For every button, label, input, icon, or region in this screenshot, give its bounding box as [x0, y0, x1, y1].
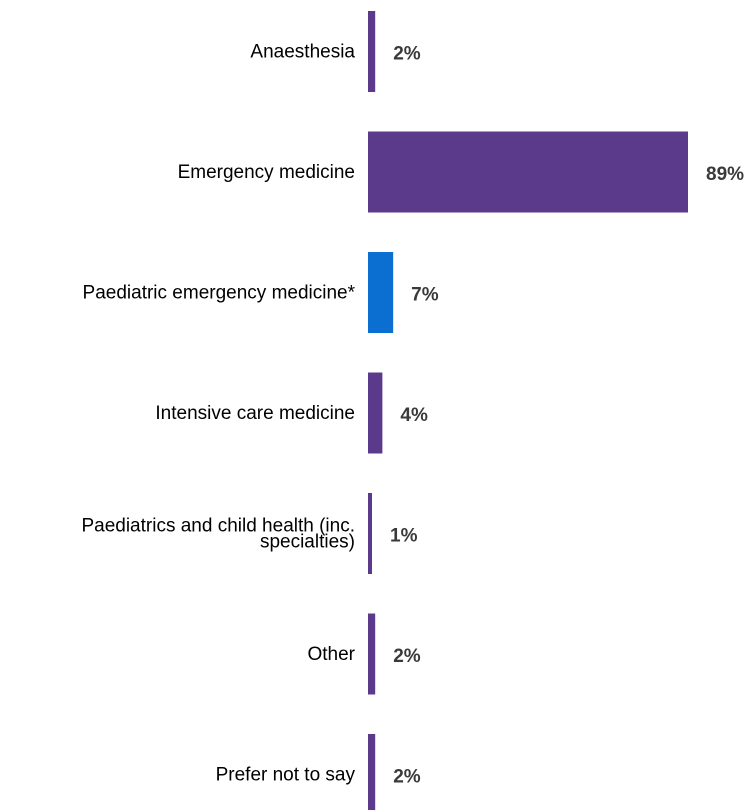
category-label-6: Prefer not to say — [216, 765, 356, 786]
bar-2 — [368, 252, 394, 333]
bar-5 — [368, 613, 376, 695]
value-label-3: 4% — [400, 405, 428, 426]
bar-3 — [368, 372, 383, 454]
value-label-2: 7% — [411, 285, 439, 306]
category-label-1: Emergency medicine — [178, 162, 355, 183]
value-label-0: 2% — [393, 44, 421, 65]
value-label-1: 89% — [706, 164, 744, 185]
category-label-3: Intensive care medicine — [155, 403, 355, 424]
category-label-4: Paediatrics and child health (inc. specia… — [81, 516, 355, 553]
category-label-5: Other — [307, 644, 355, 665]
bar-1 — [368, 131, 688, 213]
category-label-0: Anaesthesia — [250, 42, 355, 63]
category-label-2: Paediatric emergency medicine* — [83, 283, 356, 304]
bar-4 — [368, 493, 372, 574]
bar-0 — [368, 11, 376, 92]
bar-6 — [368, 734, 376, 810]
value-label-4: 1% — [390, 526, 418, 547]
value-label-5: 2% — [393, 646, 421, 667]
value-label-6: 2% — [393, 767, 421, 788]
